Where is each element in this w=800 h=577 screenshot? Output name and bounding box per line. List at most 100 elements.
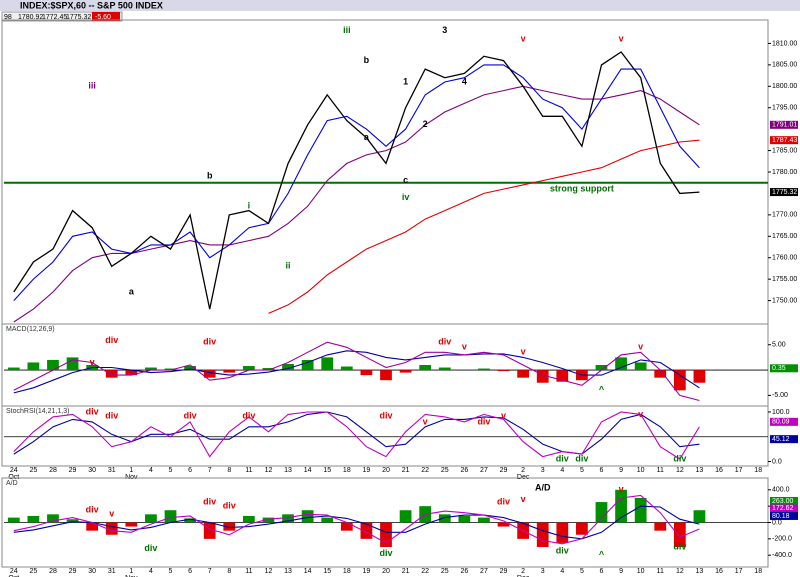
annotation: div <box>673 541 686 551</box>
x-tick-label: 29 <box>69 568 77 575</box>
histogram-bar <box>399 510 412 523</box>
value-tag-label: 1775.32 <box>772 189 797 196</box>
annotation: div <box>184 410 197 420</box>
value-tag-label: 1791.01 <box>772 122 797 129</box>
x-tick-label: 5 <box>580 467 584 474</box>
histogram-bar <box>105 370 118 378</box>
panel-title: A/D <box>6 480 18 487</box>
x-tick-label: 8 <box>227 467 231 474</box>
y-tick-label: 1785.00 <box>772 147 797 154</box>
x-tick-label: 25 <box>29 568 37 575</box>
histogram-bar <box>340 366 353 371</box>
x-tick-label: 31 <box>108 568 116 575</box>
annotation: v <box>521 347 526 357</box>
annotation: ^ <box>599 385 605 395</box>
annotation: div <box>144 543 157 553</box>
histogram-bar <box>458 515 471 523</box>
quote: 1772.45 <box>42 14 67 21</box>
x-tick-label: 9 <box>619 568 623 575</box>
y-tick-label: 1770.00 <box>772 212 797 219</box>
annotation: div <box>673 453 686 463</box>
histogram-bar <box>438 514 451 523</box>
annotation: 3 <box>442 25 447 35</box>
series-line <box>13 64 700 301</box>
x-tick-label: 6 <box>600 467 604 474</box>
histogram-bar <box>66 519 79 523</box>
annotation: A/D <box>535 483 551 493</box>
x-tick-label: 25 <box>441 467 449 474</box>
x-tick-label: 26 <box>460 568 468 575</box>
value-tag <box>770 188 798 197</box>
x-tick-label: 11 <box>245 467 252 474</box>
series-line <box>13 494 700 545</box>
x-tick-label: 4 <box>149 568 153 575</box>
x-tick-label: 16 <box>715 467 723 474</box>
annotation: div <box>242 410 255 420</box>
annotation: v <box>638 409 643 419</box>
value-tag <box>770 120 798 129</box>
histogram-bar <box>301 359 314 371</box>
annotation: v <box>462 342 467 352</box>
histogram-bar <box>634 497 647 523</box>
histogram-bar <box>576 522 588 535</box>
x-tick-label: 7 <box>208 467 212 474</box>
histogram-bar <box>223 522 236 531</box>
x-tick-label: 18 <box>754 467 762 474</box>
histogram-bar <box>478 517 490 523</box>
x-tick-label: 21 <box>402 467 410 474</box>
value-tag-label: 80.09 <box>772 419 790 426</box>
histogram-bar <box>360 522 373 539</box>
x-tick-label: 11 <box>657 467 664 474</box>
month-label: Oct <box>8 474 19 481</box>
x-tick-label: 18 <box>343 568 351 575</box>
histogram-bar <box>654 370 667 378</box>
histogram-bar <box>536 522 549 548</box>
annotation: div <box>497 496 510 506</box>
y-tick-label: 100.0 <box>772 409 790 416</box>
x-tick-label: 15 <box>323 568 331 575</box>
annotation: v <box>109 509 114 519</box>
annotation: 4 <box>462 76 467 86</box>
annotation: div <box>556 545 569 555</box>
histogram-bar <box>517 370 530 378</box>
annotation: div <box>105 410 118 420</box>
histogram-bar <box>47 359 59 371</box>
annotation: div <box>223 501 236 511</box>
y-tick-label: -5.00 <box>772 392 788 399</box>
annotation: a <box>129 286 135 296</box>
histogram-bar <box>27 515 40 523</box>
x-tick-label: 29 <box>500 568 508 575</box>
annotation: div <box>203 337 216 347</box>
annotation: div <box>379 410 392 420</box>
histogram-bar <box>654 522 667 531</box>
histogram-bar <box>497 522 510 527</box>
histogram-bar <box>693 510 706 523</box>
quote: 98 <box>4 14 12 21</box>
annotation: b <box>364 55 370 65</box>
x-tick-label: 15 <box>323 467 331 474</box>
histogram-bar <box>242 366 255 371</box>
histogram-bar <box>399 370 412 373</box>
x-tick-label: 25 <box>29 467 37 474</box>
y-tick-label: 1760.00 <box>772 255 797 262</box>
histogram-bar <box>7 367 20 371</box>
y-tick-label: 400.0 <box>772 487 790 494</box>
x-tick-label: 6 <box>188 467 192 474</box>
annotation: c <box>403 175 408 185</box>
month-label: Dec <box>517 575 530 577</box>
annotation: v <box>619 484 624 494</box>
y-tick-label: 1765.00 <box>772 233 797 240</box>
month-label: Oct <box>8 575 19 577</box>
histogram-bar <box>242 515 255 523</box>
x-tick-label: 11 <box>245 568 252 575</box>
histogram-bar <box>125 522 138 527</box>
histogram-bar <box>7 517 20 523</box>
annotation: 1 <box>403 76 408 86</box>
x-tick-label: 1 <box>129 467 133 474</box>
x-tick-label: 14 <box>304 467 312 474</box>
y-tick-label: 1750.00 <box>772 297 797 304</box>
histogram-bar <box>380 370 392 381</box>
x-tick-label: 18 <box>343 467 351 474</box>
